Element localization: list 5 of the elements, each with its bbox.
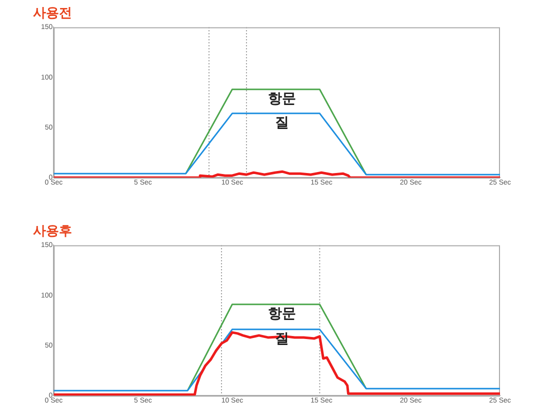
series-label: 항문 [268,306,296,322]
series-label: 질 [274,115,289,132]
chart-title: 사용후 [33,223,72,240]
chart-title: 사용전 [33,5,72,22]
series-label: 항문 [268,91,296,108]
